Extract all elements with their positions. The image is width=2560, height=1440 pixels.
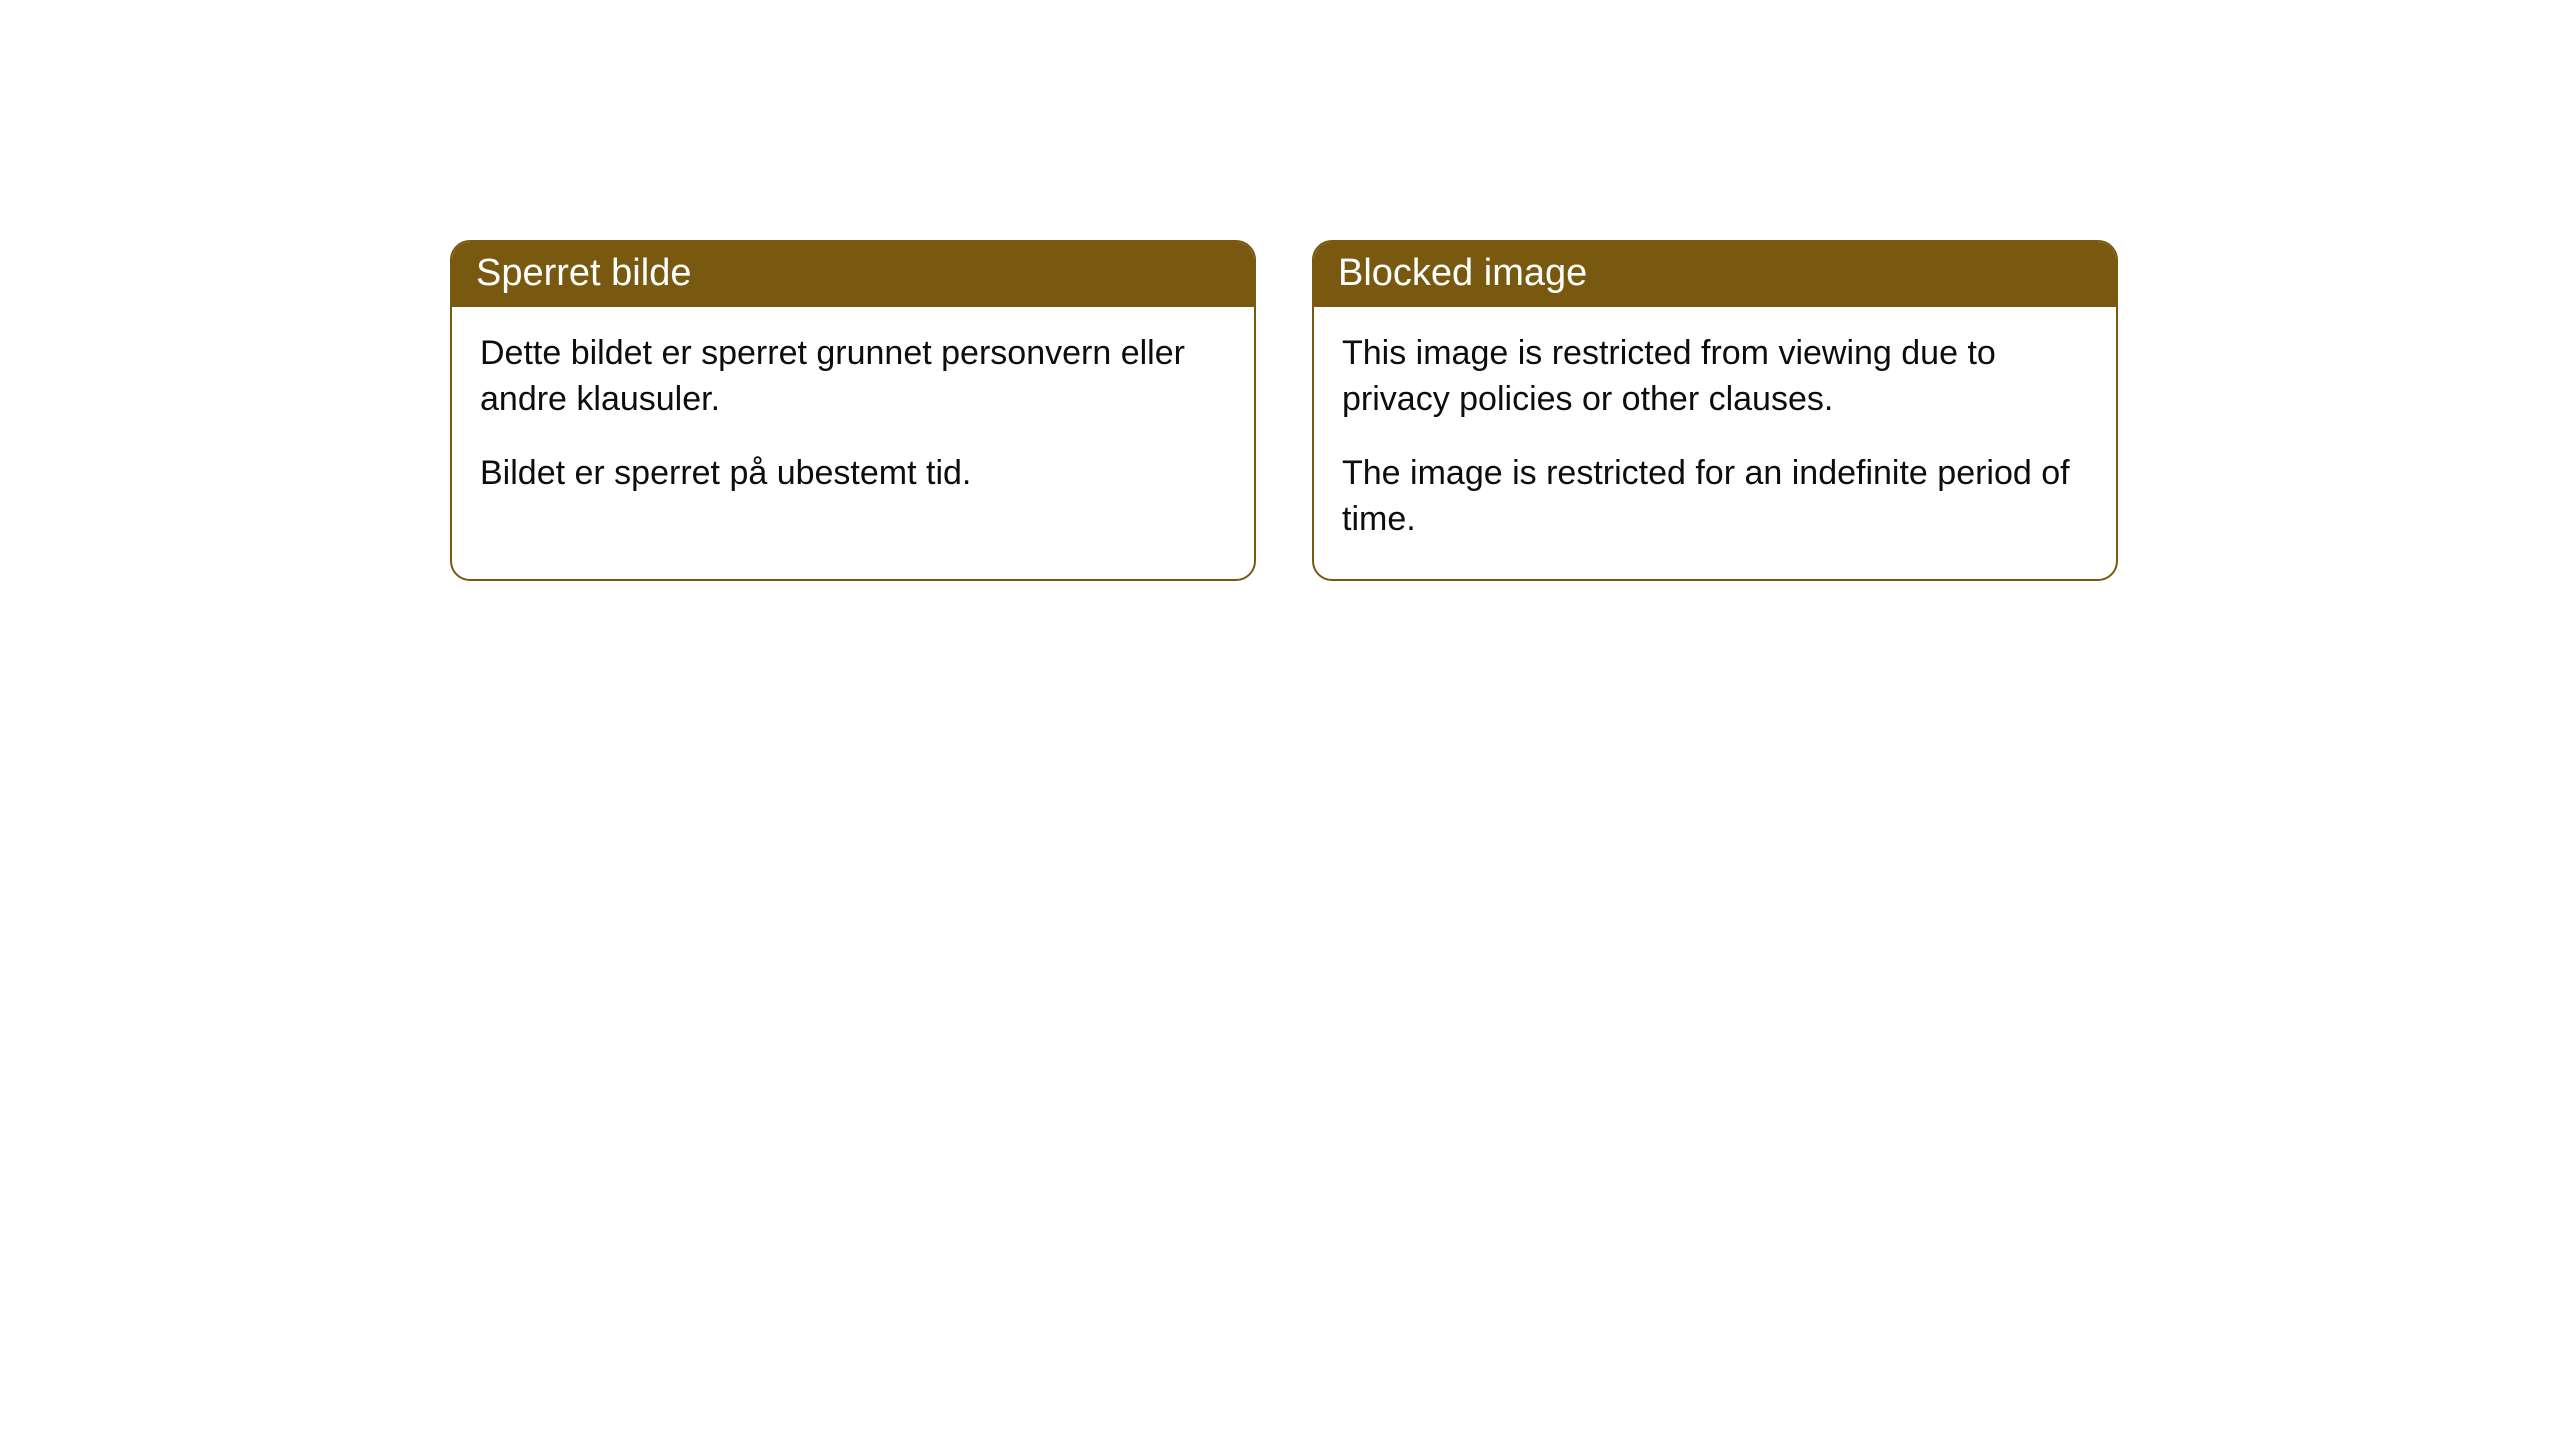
card-header: Sperret bilde bbox=[452, 242, 1254, 307]
blocked-image-card-norwegian: Sperret bilde Dette bildet er sperret gr… bbox=[450, 240, 1256, 581]
card-header: Blocked image bbox=[1314, 242, 2116, 307]
notice-container: Sperret bilde Dette bildet er sperret gr… bbox=[0, 0, 2560, 581]
card-body: This image is restricted from viewing du… bbox=[1314, 307, 2116, 579]
card-paragraph-1: Dette bildet er sperret grunnet personve… bbox=[480, 331, 1226, 423]
blocked-image-card-english: Blocked image This image is restricted f… bbox=[1312, 240, 2118, 581]
card-paragraph-1: This image is restricted from viewing du… bbox=[1342, 331, 2088, 423]
card-paragraph-2: Bildet er sperret på ubestemt tid. bbox=[480, 451, 1226, 497]
card-paragraph-2: The image is restricted for an indefinit… bbox=[1342, 451, 2088, 543]
card-body: Dette bildet er sperret grunnet personve… bbox=[452, 307, 1254, 533]
